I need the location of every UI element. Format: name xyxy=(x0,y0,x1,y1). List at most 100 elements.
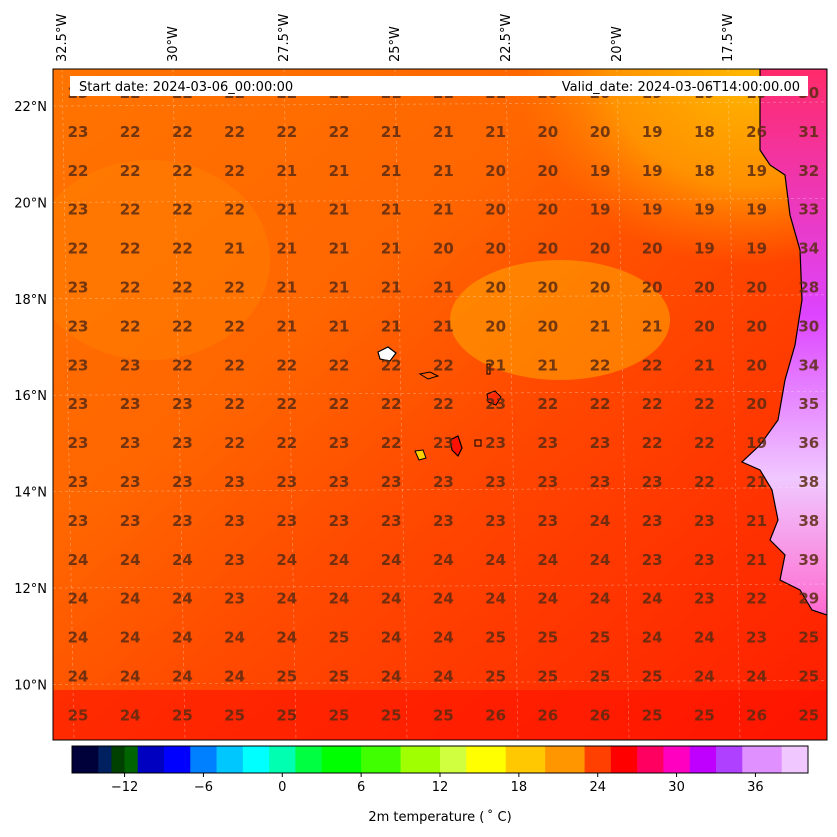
grid-value-label: 24 xyxy=(485,590,506,608)
grid-value-label: 24 xyxy=(224,629,245,647)
grid-value-label: 22 xyxy=(224,279,245,297)
grid-value-label: 21 xyxy=(329,317,350,335)
grid-value-label: 22 xyxy=(224,317,245,335)
grid-value-label: 22 xyxy=(694,395,715,413)
meridian-line xyxy=(283,69,297,740)
grid-value-label: 22 xyxy=(642,395,663,413)
longitude-tick-label: 30°W xyxy=(166,26,181,62)
grid-value-label: 23 xyxy=(276,473,297,491)
grid-value-label: 22 xyxy=(68,240,89,258)
longitude-tick-label: 20°W xyxy=(610,26,625,62)
colorbar-tick-label: 18 xyxy=(511,780,528,795)
grid-value-label: 23 xyxy=(120,512,141,530)
grid-value-label: 36 xyxy=(798,434,819,452)
grid-value-label: 21 xyxy=(329,162,350,180)
grid-value-label: 20 xyxy=(590,240,611,258)
grid-value-label: 22 xyxy=(172,240,193,258)
colorbar-segment xyxy=(334,746,349,773)
colorbar-segment xyxy=(729,746,743,773)
colorbar-tick-label: 6 xyxy=(357,780,365,795)
grid-value-label: 22 xyxy=(120,279,141,297)
grid-value-label: 24 xyxy=(381,629,402,647)
grid-value-label: 29 xyxy=(798,590,819,608)
grid-value-label: 25 xyxy=(276,668,297,686)
colorbar-tick-label: 12 xyxy=(432,780,449,795)
colorbar-segment xyxy=(492,746,507,773)
colorbar-segment xyxy=(466,746,480,773)
grid-value-label: 22 xyxy=(329,356,350,374)
grid-value-label: 23 xyxy=(329,512,350,530)
colorbar-segment xyxy=(768,746,783,773)
colorbar-segment xyxy=(794,746,809,773)
grid-value-label: 21 xyxy=(329,240,350,258)
island-boa-vista xyxy=(486,390,502,406)
grid-value-label: 24 xyxy=(120,590,141,608)
colorbar-segment xyxy=(716,746,730,773)
grid-value-label: 23 xyxy=(224,473,245,491)
grid-value-label: 23 xyxy=(590,434,611,452)
grid-value-label: 21 xyxy=(642,317,663,335)
grid-value-label: 18 xyxy=(694,162,715,180)
grid-value-label: 20 xyxy=(694,279,715,297)
grid-value-label: 24 xyxy=(68,551,89,569)
grid-value-label: 23 xyxy=(485,512,506,530)
grid-value-label: 21 xyxy=(381,279,402,297)
valid-date-label: Valid_date: 2024-03-06T14:00:00.00 xyxy=(562,80,800,95)
grid-value-label: 21 xyxy=(433,123,454,141)
grid-value-label: 24 xyxy=(485,551,506,569)
temperature-field: 23 22 22 22 22 21 21 21 21 20 20 19 19 19 30 23 22 22 22 22… xyxy=(53,69,827,740)
grid-value-label: 22 xyxy=(224,395,245,413)
longitude-labels: 32.5°W 30°W 27.5°W 25°W 22.5°W 20°W 17.5°W xyxy=(55,14,736,62)
grid-value-label: 24 xyxy=(276,551,297,569)
island-maio xyxy=(474,439,482,447)
longitude-tick-label: 25°W xyxy=(388,26,403,62)
grid-value-label: 24 xyxy=(433,551,454,569)
grid-value-label: 25 xyxy=(590,668,611,686)
grid-value-label: 22 xyxy=(329,123,350,141)
grid-value-label: 23 xyxy=(537,512,558,530)
grid-value-label: 24 xyxy=(172,668,193,686)
longitude-tick-label: 17.5°W xyxy=(721,14,736,62)
grid-value-label: 22 xyxy=(590,395,611,413)
grid-value-label: 23 xyxy=(224,590,245,608)
grid-value-label: 24 xyxy=(642,629,663,647)
colorbar-segment xyxy=(440,746,454,773)
grid-value-label: 35 xyxy=(798,395,819,413)
colorbar-segment xyxy=(229,746,244,773)
grid-value-label: 22 xyxy=(694,473,715,491)
colorbar-segment xyxy=(505,746,520,773)
colorbar-segment xyxy=(348,746,362,773)
grid-value-label: 23 xyxy=(68,395,89,413)
grid-value-label: 22 xyxy=(590,356,611,374)
grid-value-label: 21 xyxy=(590,317,611,335)
grid-value-label: 21 xyxy=(276,279,297,297)
map-frame xyxy=(52,68,828,741)
colorbar-segment xyxy=(361,746,375,773)
longitude-tick-label: 27.5°W xyxy=(277,14,292,62)
island-santo-antao xyxy=(377,346,397,362)
grid-value-label: 21 xyxy=(433,201,454,219)
grid-value-label: 26 xyxy=(746,123,767,141)
grid-value-label: 22 xyxy=(642,434,663,452)
grid-value-label: 21 xyxy=(537,356,558,374)
grid-value-label: 20 xyxy=(642,279,663,297)
grid-value-label: 22 xyxy=(642,356,663,374)
grid-value-label: 21 xyxy=(329,279,350,297)
colorbar-segment xyxy=(453,746,467,773)
grid-value-label: 18 xyxy=(694,123,715,141)
grid-value-label: 22 xyxy=(746,590,767,608)
colorbar-segment xyxy=(663,746,678,773)
grid-value-label: 20 xyxy=(746,395,767,413)
grid-value-label: 21 xyxy=(433,279,454,297)
grid-value-label: 38 xyxy=(798,473,819,491)
grid-value-label: 23 xyxy=(485,473,506,491)
colorbar-segment xyxy=(177,746,191,773)
grid-value-label: 21 xyxy=(694,356,715,374)
grid-value-label: 25 xyxy=(433,706,454,724)
grid-value-label: 39 xyxy=(798,551,819,569)
grid-value-label: 23 xyxy=(329,434,350,452)
grid-value-label: 22 xyxy=(120,240,141,258)
grid-value-label: 22 xyxy=(68,162,89,180)
grid-value-label: 22 xyxy=(224,201,245,219)
grid-value-label: 25 xyxy=(485,629,506,647)
